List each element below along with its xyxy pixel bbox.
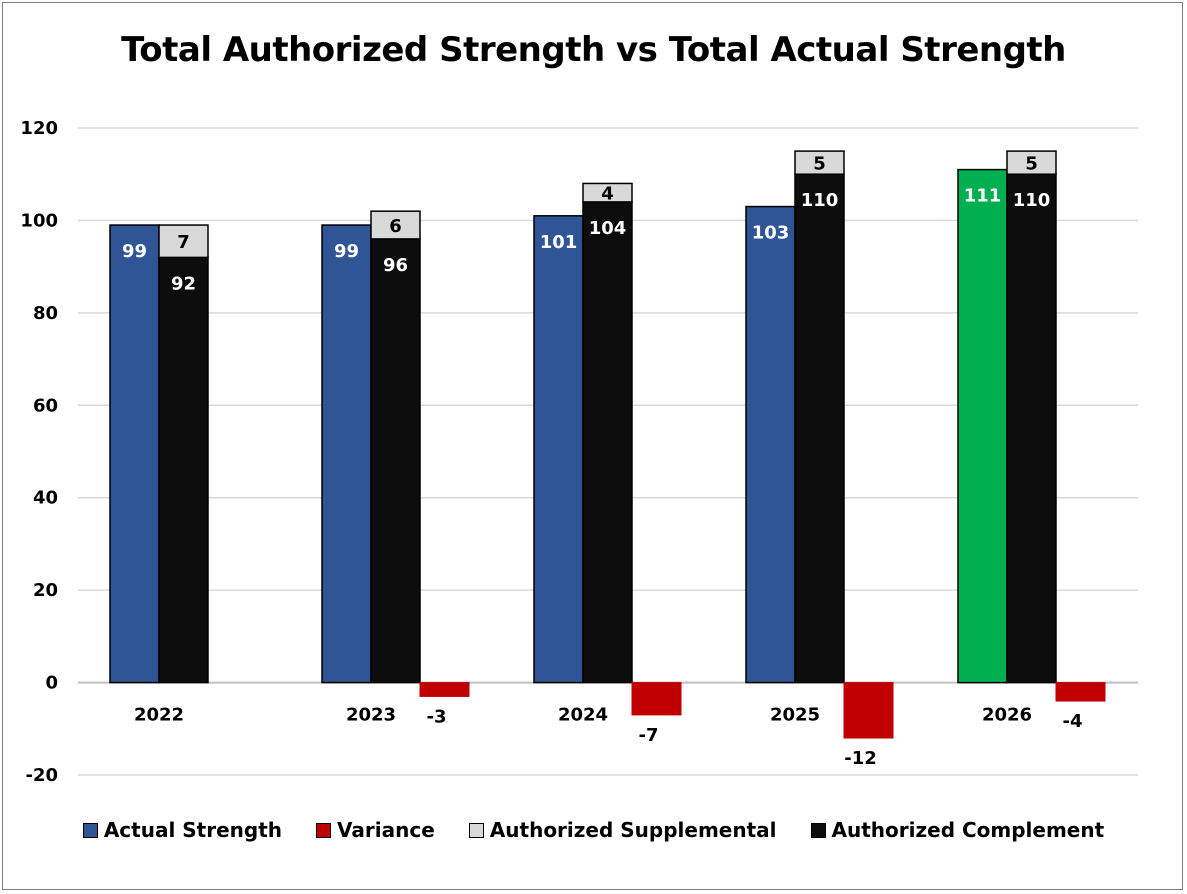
- x-tick-label: 2023: [346, 705, 396, 726]
- data-label-actual-strength: 99: [122, 241, 147, 262]
- data-label-authorized-supplemental: 6: [389, 216, 402, 237]
- data-label-variance: -3: [427, 706, 447, 727]
- data-label-authorized-supplemental: 4: [601, 184, 614, 205]
- data-label-actual-strength: 111: [964, 186, 1002, 207]
- y-tick-label: 100: [20, 210, 58, 231]
- x-tick-label: 2025: [770, 705, 820, 726]
- data-label-authorized-complement: 96: [383, 255, 408, 276]
- data-label-variance: -12: [844, 748, 877, 769]
- y-tick-label: 40: [33, 488, 58, 509]
- bar-authorized-supplemental: [370, 210, 421, 240]
- legend-swatch-actual-strength: [82, 822, 98, 838]
- y-tick-label: 0: [45, 673, 58, 694]
- bar-actual-strength: [109, 224, 160, 684]
- legend-swatch-variance: [316, 822, 332, 838]
- bar-authorized-supplemental: [794, 150, 845, 175]
- legend-item-authorized-supplemental: Authorized Supplemental: [468, 818, 777, 842]
- legend-label-authorized-complement: Authorized Complement: [831, 818, 1105, 842]
- bar-actual-strength: [957, 168, 1008, 684]
- chart-title: Total Authorized Strength vs Total Actua…: [121, 30, 1066, 70]
- data-label-variance: -7: [639, 725, 659, 746]
- legend-swatch-authorized-supplemental: [468, 822, 484, 838]
- data-label-authorized-complement: 110: [801, 190, 839, 211]
- legend-item-variance: Variance: [316, 818, 435, 842]
- bar-authorized-complement: [158, 256, 209, 684]
- bar-actual-strength: [321, 224, 372, 684]
- bar-authorized-complement: [370, 238, 421, 684]
- y-tick-label: -20: [25, 765, 58, 786]
- data-label-authorized-supplemental: 7: [177, 232, 190, 253]
- y-tick-label: 120: [20, 118, 58, 139]
- data-label-actual-strength: 101: [540, 232, 578, 253]
- bar-variance: [1055, 682, 1106, 702]
- data-label-variance: -4: [1063, 711, 1083, 732]
- legend-item-actual-strength: Actual Strength: [82, 818, 283, 842]
- y-tick-label: 60: [33, 395, 58, 416]
- legend-label-actual-strength: Actual Strength: [103, 818, 283, 842]
- data-label-actual-strength: 99: [334, 241, 359, 262]
- legend-label-variance: Variance: [337, 818, 435, 842]
- bar-variance: [631, 682, 682, 716]
- bar-variance: [419, 682, 470, 697]
- bar-authorized-complement: [582, 201, 633, 684]
- data-label-authorized-supplemental: 5: [813, 154, 826, 175]
- legend-label-authorized-supplemental: Authorized Supplemental: [489, 818, 777, 842]
- bar-actual-strength: [533, 215, 584, 684]
- data-label-authorized-complement: 92: [171, 273, 196, 294]
- bar-authorized-complement: [794, 173, 845, 684]
- chart-legend: Actual Strength Variance Authorized Supp…: [0, 818, 1187, 842]
- data-label-authorized-complement: 110: [1013, 190, 1051, 211]
- x-tick-label: 2026: [982, 705, 1032, 726]
- y-tick-label: 80: [33, 303, 58, 324]
- bar-authorized-supplemental: [1006, 150, 1057, 175]
- bar-actual-strength: [745, 205, 796, 684]
- legend-item-authorized-complement: Authorized Complement: [810, 818, 1105, 842]
- data-label-actual-strength: 103: [752, 223, 790, 244]
- data-label-authorized-supplemental: 5: [1025, 154, 1038, 175]
- bar-authorized-supplemental: [158, 224, 209, 259]
- bar-authorized-supplemental: [582, 182, 633, 203]
- y-tick-label: 20: [33, 580, 58, 601]
- legend-swatch-authorized-complement: [810, 822, 826, 838]
- x-tick-label: 2022: [134, 705, 184, 726]
- x-tick-label: 2024: [558, 705, 608, 726]
- data-label-authorized-complement: 104: [589, 218, 627, 239]
- bar-variance: [843, 682, 894, 739]
- bar-authorized-complement: [1006, 173, 1057, 684]
